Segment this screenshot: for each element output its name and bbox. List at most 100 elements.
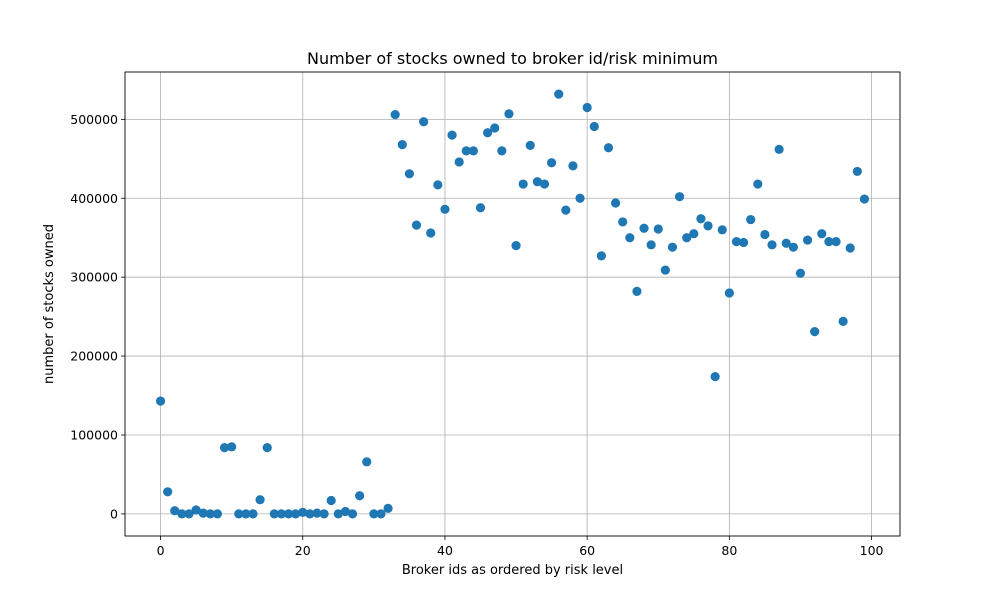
data-point [767, 240, 777, 250]
x-axis-label: Broker ids as ordered by risk level [402, 563, 623, 578]
data-point [461, 146, 471, 156]
data-point [319, 509, 329, 519]
y-tick-label: 300000 [70, 270, 118, 285]
y-tick-label: 200000 [70, 349, 118, 364]
data-point [419, 117, 429, 127]
data-point [852, 166, 862, 177]
data-point [234, 509, 244, 519]
data-point [788, 242, 798, 252]
x-tick-label: 20 [295, 543, 311, 558]
data-point [660, 265, 670, 275]
data-point [817, 229, 827, 239]
data-point [682, 233, 692, 243]
data-point [724, 288, 734, 298]
data-point [639, 223, 649, 233]
data-points [155, 89, 870, 519]
data-point [824, 237, 834, 247]
data-point [632, 286, 642, 296]
data-point [717, 225, 727, 235]
data-point [411, 220, 422, 230]
axis-ticks: 0 20 40 60 80 100 0 100000 200000 300000 400000 500… [70, 112, 883, 558]
data-point [170, 506, 180, 516]
data-point [603, 143, 614, 153]
data-point [511, 241, 521, 251]
data-point [155, 396, 166, 406]
data-point [731, 237, 742, 247]
data-point [703, 221, 713, 231]
data-point [219, 443, 230, 453]
data-point [347, 509, 358, 519]
data-point [376, 509, 386, 519]
data-point [212, 509, 223, 519]
data-point [255, 495, 265, 505]
data-point [191, 505, 201, 515]
data-point [248, 509, 258, 519]
data-point [227, 442, 237, 452]
data-point [582, 102, 592, 113]
data-point [397, 139, 407, 150]
y-tick-label: 0 [110, 506, 118, 521]
data-point [283, 509, 294, 519]
data-point [795, 268, 806, 278]
data-point [177, 509, 187, 519]
data-point [497, 146, 507, 156]
data-point [859, 194, 870, 204]
data-point [710, 371, 720, 382]
data-point [781, 238, 791, 248]
data-point [674, 192, 685, 202]
data-point [468, 146, 478, 156]
data-point [390, 110, 400, 120]
data-point [483, 128, 493, 138]
data-point [298, 507, 308, 517]
data-point [831, 237, 841, 247]
y-tick-label: 100000 [70, 427, 118, 442]
data-point [241, 509, 251, 519]
data-point [575, 193, 585, 203]
data-point [447, 130, 457, 140]
data-point [426, 228, 436, 238]
data-point [490, 123, 500, 133]
data-point [269, 509, 279, 519]
data-point [404, 169, 415, 179]
data-point [845, 243, 855, 253]
x-tick-label: 100 [860, 543, 884, 558]
data-point [532, 177, 542, 187]
data-point [198, 508, 208, 518]
data-point [561, 205, 571, 215]
data-point [184, 509, 194, 519]
data-point [625, 233, 635, 243]
data-point [618, 217, 628, 227]
data-point [475, 203, 486, 213]
data-point [525, 140, 535, 150]
data-point [738, 237, 749, 248]
data-point [753, 179, 763, 189]
data-point [312, 508, 322, 518]
data-point [568, 161, 578, 171]
data-point [305, 509, 315, 519]
x-tick-label: 40 [437, 543, 453, 558]
data-point [383, 503, 393, 513]
data-point [689, 229, 699, 239]
data-point [760, 229, 770, 240]
data-point [696, 214, 706, 224]
data-point [802, 235, 813, 245]
plot-frame [124, 71, 901, 537]
x-tick-label: 80 [721, 543, 737, 558]
data-point [646, 240, 656, 250]
data-point [610, 198, 621, 208]
y-axis-label: number of stocks owned [42, 224, 57, 384]
data-point [205, 509, 215, 519]
data-point [653, 224, 663, 234]
y-tick-label: 500000 [70, 112, 118, 127]
data-point [454, 157, 464, 167]
data-point [355, 491, 365, 501]
chart-title: Number of stocks owned to broker id/risk… [307, 49, 718, 68]
data-point [746, 214, 756, 225]
data-point [539, 179, 550, 189]
data-point [667, 242, 678, 252]
grid [125, 72, 900, 536]
data-point [276, 509, 287, 519]
data-point [440, 204, 450, 214]
